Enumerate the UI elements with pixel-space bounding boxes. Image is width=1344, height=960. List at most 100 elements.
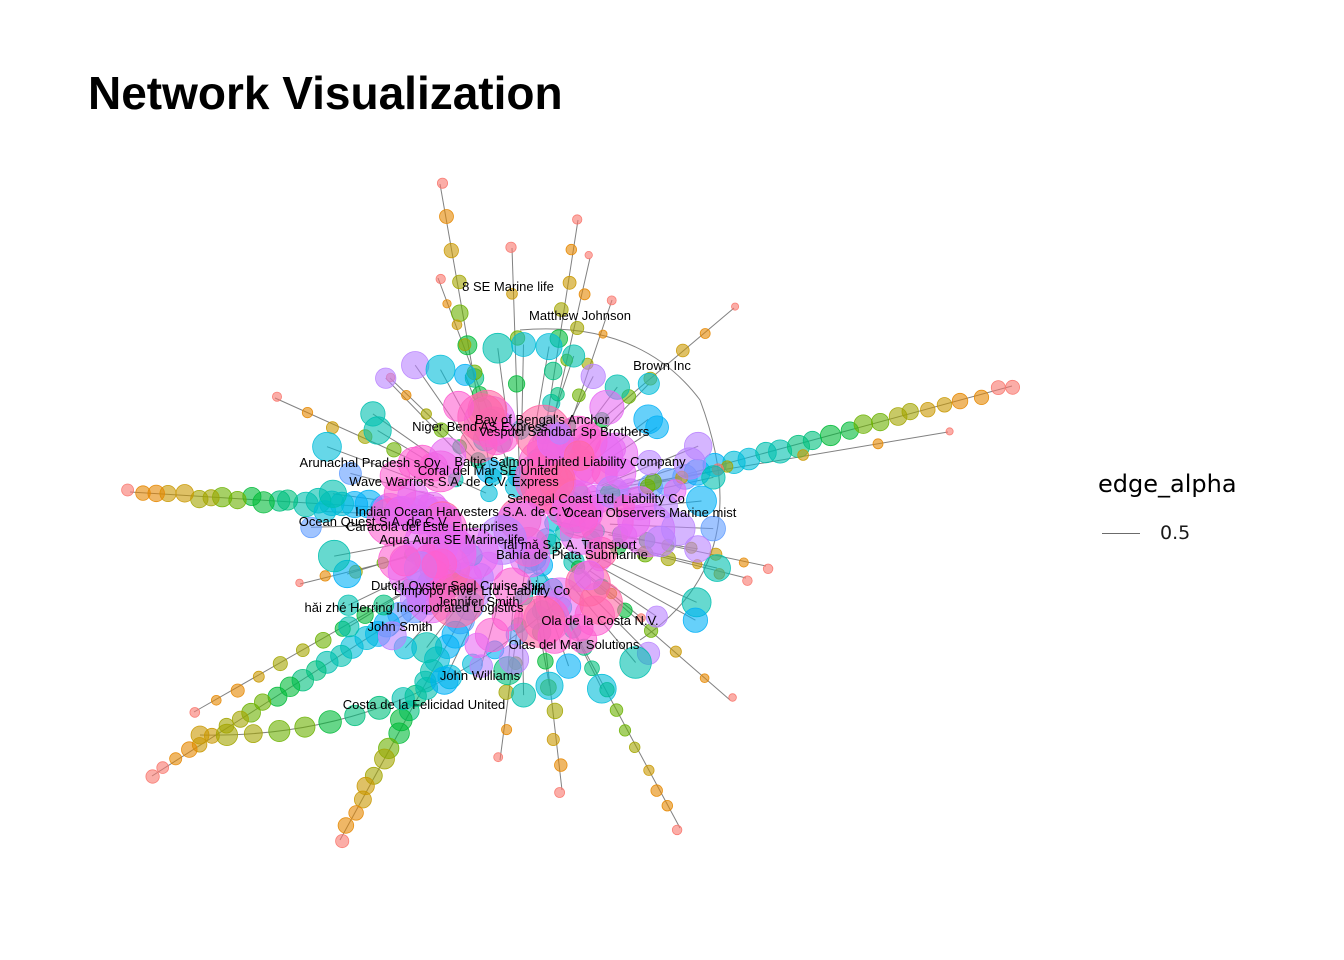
graph-node	[295, 578, 304, 588]
graph-node	[231, 710, 249, 728]
graph-node	[337, 594, 359, 616]
graph-node	[701, 465, 726, 490]
node-label: Limpopo River Ltd. Liability Co	[394, 583, 570, 598]
graph-node	[1005, 379, 1020, 395]
graph-node	[565, 613, 594, 642]
node-label: Baltic Salmon Limited Liability Company	[454, 454, 686, 469]
graph-node	[578, 288, 591, 301]
graph-node	[480, 484, 498, 503]
graph-node	[609, 703, 624, 717]
node-label: hǎi zhé Herring Incorporated Logistics	[305, 600, 524, 615]
network-graph: 8 SE Marine life Matthew Johnson Brown Inc…	[121, 177, 1020, 849]
node-label: Olas del Mar Solutions	[509, 637, 640, 652]
graph-node	[738, 557, 749, 568]
legend-line-key	[1102, 533, 1140, 534]
graph-node	[215, 723, 238, 747]
graph-node	[318, 479, 347, 508]
page-title: Network Visualization	[88, 67, 563, 119]
graph-node	[613, 494, 635, 516]
node-label: 8 SE Marine life	[462, 279, 554, 294]
graph-node	[673, 447, 706, 480]
graph-node	[301, 406, 314, 419]
graph-node	[612, 523, 638, 549]
graph-node	[189, 707, 201, 718]
graph-node	[338, 616, 360, 638]
graph-node	[703, 554, 731, 582]
node-label: John Williams	[440, 668, 521, 683]
graph-node	[554, 758, 568, 772]
graph-node	[401, 351, 430, 380]
graph-node	[318, 539, 351, 573]
node-label: Ola de la Costa N.V.	[541, 613, 658, 628]
graph-node	[175, 484, 194, 503]
graph-node	[458, 338, 472, 352]
graph-node	[375, 367, 397, 389]
graph-node	[661, 800, 674, 812]
graph-node	[901, 402, 919, 421]
graph-node	[572, 214, 583, 225]
graph-node	[252, 670, 265, 683]
graph-node	[181, 741, 198, 758]
graph-node	[584, 251, 593, 260]
graph-node	[300, 516, 322, 539]
graph-node	[675, 343, 690, 358]
node-label: Niger Bend AS Express	[412, 419, 548, 434]
graph-node	[318, 710, 342, 734]
graph-node	[386, 442, 402, 458]
graph-edge	[519, 328, 701, 401]
node-label: Wave Warriors S.A. de C.V. Express	[349, 474, 559, 489]
node-label: Arunachal Pradesh s Oy	[300, 455, 441, 470]
graph-node	[686, 485, 717, 517]
graph-node	[535, 671, 564, 700]
graph-node	[312, 431, 342, 462]
graph-node	[546, 733, 560, 747]
graph-node	[572, 388, 586, 403]
graph-node	[397, 480, 429, 513]
graph-node	[936, 397, 953, 413]
graph-node	[645, 415, 669, 440]
graph-node	[643, 764, 655, 776]
node-label: Matthew Johnson	[529, 308, 631, 323]
graph-node	[433, 422, 449, 438]
graph-node	[853, 414, 874, 434]
graph-node	[360, 401, 386, 427]
graph-node	[700, 515, 726, 542]
node-label: Ocean Observers Marine mist	[564, 505, 737, 520]
graph-node	[684, 535, 712, 563]
graph-node	[951, 392, 969, 410]
graph-node	[379, 460, 411, 492]
graph-node	[169, 752, 183, 766]
graph-node	[356, 606, 374, 624]
graph-edge	[594, 563, 696, 621]
graph-node	[550, 387, 565, 402]
graph-edge	[598, 557, 697, 603]
graph-node	[190, 725, 210, 745]
graph-node	[442, 299, 452, 309]
graph-node	[669, 645, 682, 658]
graph-node	[484, 468, 502, 486]
graph-node	[439, 209, 454, 224]
graph-node	[272, 656, 288, 672]
node-label: Dutch Oyster Sagl Cruise ship	[371, 578, 545, 593]
graph-node	[563, 440, 595, 471]
graph-node	[556, 497, 599, 539]
graph-node	[562, 344, 586, 368]
graph-node	[452, 274, 467, 290]
graph-node	[479, 421, 513, 456]
graph-node	[802, 430, 823, 451]
graph-node	[325, 421, 339, 435]
graph-node	[553, 302, 569, 317]
graph-node	[598, 329, 608, 339]
graph-node	[493, 752, 504, 763]
graph-node	[443, 243, 459, 259]
graph-node	[619, 646, 652, 679]
graph-node	[584, 660, 600, 677]
node-label: Costa de la Felicidad United	[343, 697, 506, 712]
graph-node	[762, 563, 774, 575]
graph-node	[464, 632, 490, 658]
graph-node	[391, 687, 415, 711]
graph-node	[367, 695, 392, 720]
node-label: Coral del Mar SE United	[418, 463, 558, 478]
graph-node	[135, 485, 151, 501]
graph-node	[586, 673, 617, 704]
